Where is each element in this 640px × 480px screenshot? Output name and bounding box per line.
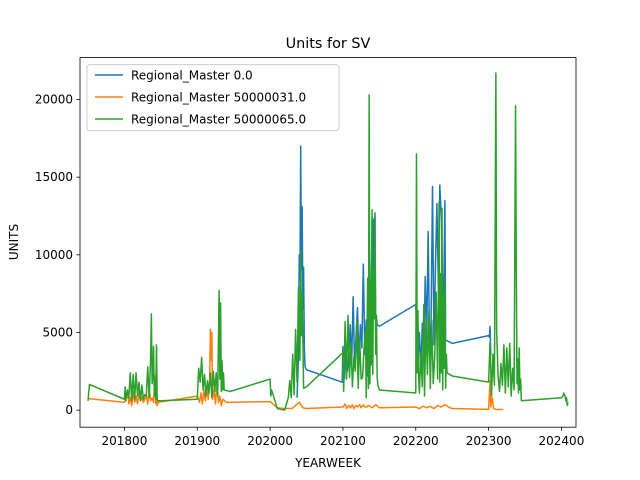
y-tick-label: 20000 xyxy=(35,93,73,107)
x-tick-label: 202300 xyxy=(466,434,512,448)
x-tick-label: 201900 xyxy=(174,434,220,448)
legend-label-series-3: Regional_Master 50000065.0 xyxy=(131,113,306,127)
x-tick-label: 201800 xyxy=(102,434,148,448)
x-axis: 201800 201900 202000 202100 202200 202300 2024… xyxy=(102,427,585,448)
x-tick-label: 202200 xyxy=(393,434,439,448)
legend: Regional_Master 0.0 Regional_Master 5000… xyxy=(86,64,340,132)
legend-label-series-1: Regional_Master 0.0 xyxy=(131,69,253,83)
x-tick-label: 202400 xyxy=(539,434,585,448)
y-tick-label: 15000 xyxy=(35,170,73,184)
x-tick-label: 202000 xyxy=(247,434,293,448)
plot-frame xyxy=(79,57,577,428)
y-tick-label: 0 xyxy=(65,403,73,417)
chart-title: Units for SV xyxy=(286,36,371,52)
y-axis-label: UNITS xyxy=(7,224,21,260)
legend-label-series-2: Regional_Master 50000031.0 xyxy=(131,91,306,105)
y-tick-label: 10000 xyxy=(35,248,73,262)
y-tick-label: 5000 xyxy=(42,325,73,339)
x-tick-label: 202100 xyxy=(320,434,366,448)
y-axis: 0 5000 10000 15000 20000 xyxy=(35,93,80,417)
legend-box xyxy=(86,64,340,132)
series-layer xyxy=(87,72,569,411)
x-axis-label: YEARWEEK xyxy=(294,456,362,470)
series-line-3 xyxy=(87,72,569,411)
